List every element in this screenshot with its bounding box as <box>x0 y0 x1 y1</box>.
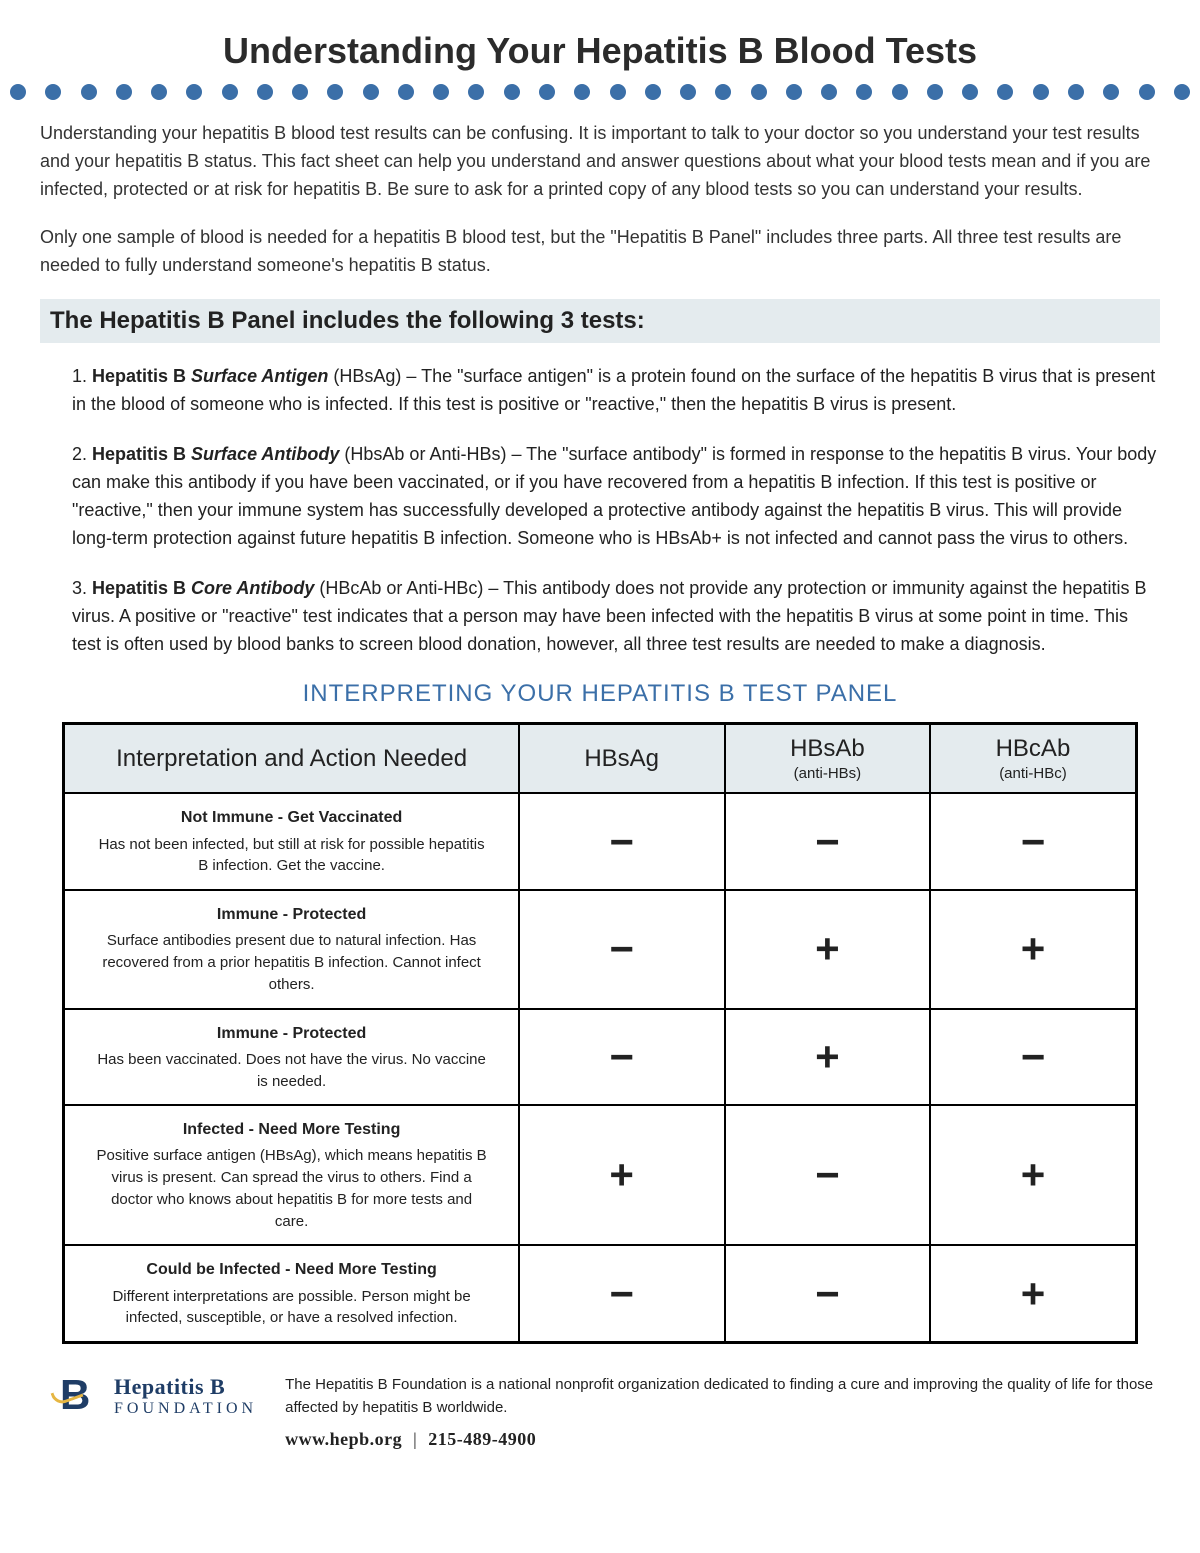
footer-phone: 215-489-4900 <box>428 1429 536 1449</box>
intro-paragraph-1: Understanding your hepatitis B blood tes… <box>40 120 1160 204</box>
logo-mark-icon: B <box>60 1374 104 1418</box>
test-number: 3. <box>72 578 92 598</box>
test-item: 2. Hepatitis B Surface Antibody (HbsAb o… <box>44 441 1160 553</box>
footer: B Hepatitis B FOUNDATION The Hepatitis B… <box>40 1374 1160 1450</box>
footer-contact: www.hepb.org | 215-489-4900 <box>285 1429 1160 1450</box>
interpretation-cell: Infected - Need More TestingPositive sur… <box>64 1105 519 1245</box>
test-term: Surface Antigen <box>191 366 328 386</box>
page-title: Understanding Your Hepatitis B Blood Tes… <box>40 30 1160 72</box>
result-cell: + <box>930 1245 1136 1342</box>
table-body: Not Immune - Get VaccinatedHas not been … <box>64 793 1136 1342</box>
result-cell: − <box>725 1105 931 1245</box>
test-lead: Hepatitis B <box>92 444 191 464</box>
table-row: Immune - ProtectedSurface antibodies pre… <box>64 890 1136 1008</box>
footer-right: The Hepatitis B Foundation is a national… <box>285 1374 1160 1450</box>
intro-paragraph-2: Only one sample of blood is needed for a… <box>40 224 1160 280</box>
table-header-cell: Interpretation and Action Needed <box>64 724 519 794</box>
footer-website: www.hepb.org <box>285 1429 402 1449</box>
test-item: 3. Hepatitis B Core Antibody (HBcAb or A… <box>44 575 1160 659</box>
logo-text: Hepatitis B FOUNDATION <box>114 1374 257 1418</box>
test-paren: (HBsAg) – <box>328 366 421 386</box>
interpretation-table: Interpretation and Action NeededHBsAgHBs… <box>62 722 1137 1344</box>
table-row: Immune - ProtectedHas been vaccinated. D… <box>64 1009 1136 1106</box>
footer-separator: | <box>413 1429 417 1449</box>
logo-line2: FOUNDATION <box>114 1400 257 1418</box>
result-cell: − <box>930 793 1136 890</box>
table-header-row: Interpretation and Action NeededHBsAgHBs… <box>64 724 1136 794</box>
table-header-cell: HBsAg <box>519 724 725 794</box>
test-paren: (HBcAb or Anti-HBc) – <box>314 578 503 598</box>
result-cell: + <box>725 1009 931 1106</box>
result-cell: + <box>930 890 1136 1008</box>
result-cell: − <box>519 890 725 1008</box>
result-cell: − <box>519 793 725 890</box>
test-lead: Hepatitis B <box>92 366 191 386</box>
result-cell: − <box>519 1245 725 1342</box>
decorative-dots <box>10 84 1190 100</box>
section-heading: The Hepatitis B Panel includes the follo… <box>40 299 1160 343</box>
intro-section: Understanding your hepatitis B blood tes… <box>40 120 1160 279</box>
result-cell: − <box>725 1245 931 1342</box>
logo-line1: Hepatitis B <box>114 1374 257 1400</box>
test-lead: Hepatitis B <box>92 578 191 598</box>
table-row: Infected - Need More TestingPositive sur… <box>64 1105 1136 1245</box>
test-number: 1. <box>72 366 92 386</box>
result-cell: − <box>930 1009 1136 1106</box>
test-number: 2. <box>72 444 92 464</box>
logo: B Hepatitis B FOUNDATION <box>60 1374 257 1418</box>
result-cell: + <box>519 1105 725 1245</box>
footer-blurb: The Hepatitis B Foundation is a national… <box>285 1374 1160 1419</box>
panel-title: INTERPRETING YOUR HEPATITIS B TEST PANEL <box>40 680 1160 708</box>
test-paren: (HbsAb or Anti-HBs) – <box>339 444 526 464</box>
table-row: Not Immune - Get VaccinatedHas not been … <box>64 793 1136 890</box>
result-cell: − <box>725 793 931 890</box>
test-term: Surface Antibody <box>191 444 339 464</box>
table-header-cell: HBcAb(anti-HBc) <box>930 724 1136 794</box>
tests-list: 1. Hepatitis B Surface Antigen (HBsAg) –… <box>44 363 1160 658</box>
test-term: Core Antibody <box>191 578 314 598</box>
test-item: 1. Hepatitis B Surface Antigen (HBsAg) –… <box>44 363 1160 419</box>
interpretation-cell: Immune - ProtectedHas been vaccinated. D… <box>64 1009 519 1106</box>
interpretation-cell: Not Immune - Get VaccinatedHas not been … <box>64 793 519 890</box>
table-header-cell: HBsAb(anti-HBs) <box>725 724 931 794</box>
interpretation-cell: Immune - ProtectedSurface antibodies pre… <box>64 890 519 1008</box>
result-cell: − <box>519 1009 725 1106</box>
table-row: Could be Infected - Need More TestingDif… <box>64 1245 1136 1342</box>
interpretation-cell: Could be Infected - Need More TestingDif… <box>64 1245 519 1342</box>
result-cell: + <box>930 1105 1136 1245</box>
result-cell: + <box>725 890 931 1008</box>
